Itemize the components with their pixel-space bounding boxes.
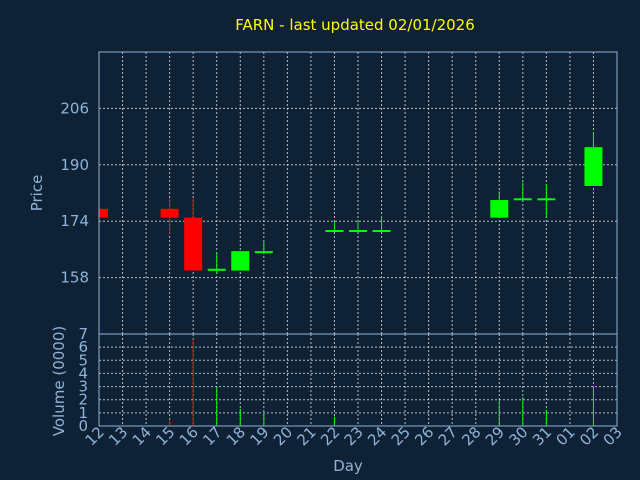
price-tick-label: 174 [60,212,89,230]
candle-body [254,251,273,254]
candle [490,191,509,218]
x-tick-label: 03 [600,423,626,449]
candle-body [99,208,108,218]
x-tick-label: 27 [435,423,461,449]
volume-bars [169,339,594,426]
chart-title: FARN - last updated 02/01/2026 [235,16,475,34]
volume-axis-label: Volume (0000) [50,326,68,436]
volume-tick-label: 5 [78,351,88,369]
x-tick-label: 31 [529,423,555,449]
price-tick-label: 158 [60,269,89,287]
price-axis-label: Price [28,175,46,212]
candle [584,133,603,186]
price-candles [98,133,603,275]
x-axis-label: Day [333,457,363,475]
x-tick-label: 18 [223,423,249,449]
x-tick-label: 21 [294,423,320,449]
candle-body [513,198,532,201]
x-tick-label: 13 [105,423,131,449]
volume-tick-label: 0 [78,417,88,435]
volume-tick-label: 1 [78,404,88,422]
x-tick-label: 19 [246,423,272,449]
x-tick-label: 20 [270,423,296,449]
volume-tick-label: 2 [78,391,88,409]
x-tick-label: 29 [482,423,508,449]
candle-body [160,208,179,218]
candle [98,208,108,218]
volume-tick-label: 6 [78,338,88,356]
volume-tick-label: 4 [78,364,88,382]
candle [537,184,556,218]
x-tick-label: 15 [152,423,178,449]
x-tick-label: 24 [364,423,390,449]
candle-body [231,251,250,271]
price-grid [99,52,617,334]
x-tick-label: 23 [341,423,367,449]
x-axis-ticks: 1213141516171819202122232425262728293031… [82,423,626,449]
candle [184,198,203,271]
x-tick-label: 17 [199,423,225,449]
candle-body [584,147,603,186]
candle [207,252,226,275]
price-tick-label: 190 [60,156,89,174]
volume-panel-frame [98,333,618,427]
candle [325,221,344,233]
candle-body [325,230,344,233]
candle-body [537,198,556,201]
price-y-ticks: 158 174 190 206 [60,99,89,286]
candle [231,251,250,271]
candle [372,215,391,233]
volume-tick-label: 7 [78,325,88,343]
x-tick-label: 30 [505,423,531,449]
x-tick-label: 25 [388,423,414,449]
x-tick-label: 14 [129,423,155,449]
candle [513,182,532,201]
x-tick-label: 28 [458,423,484,449]
volume-tick-label: 3 [78,378,88,396]
x-tick-label: 16 [176,423,202,449]
x-tick-label: 22 [317,423,343,449]
candle [160,198,179,234]
candle-body [184,217,203,271]
candle [349,221,367,233]
candle-body [207,268,226,271]
x-tick-label: 26 [411,423,437,449]
candle-body [349,230,367,233]
candle-body [372,230,391,233]
candle [254,240,273,254]
x-tick-label: 01 [553,423,579,449]
price-tick-label: 206 [60,99,89,117]
x-tick-label: 02 [576,423,602,449]
volume-grid [99,334,617,426]
candle-body [490,200,509,218]
